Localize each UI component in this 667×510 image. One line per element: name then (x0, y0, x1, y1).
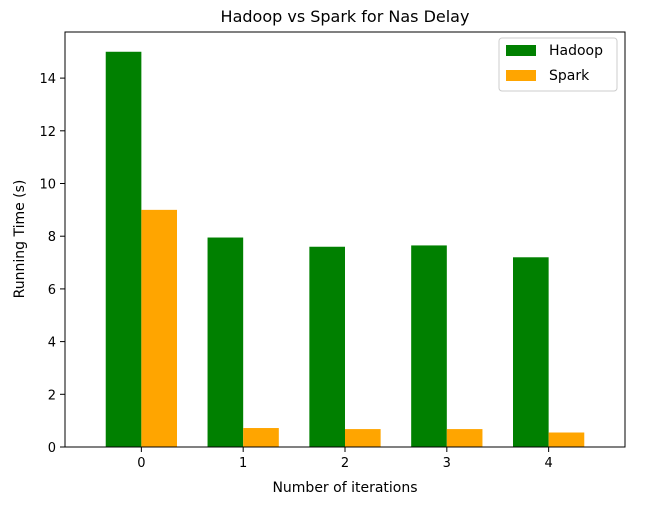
x-tick-label: 0 (137, 456, 145, 471)
y-axis-label: Running Time (s) (12, 180, 28, 299)
y-axis-ticks: 0 2 4 6 8 10 12 14 (39, 72, 65, 456)
bar-spark-2 (345, 429, 381, 447)
x-axis-label: Number of iterations (272, 480, 417, 496)
y-tick-label: 8 (48, 230, 56, 245)
bar-spark-4 (548, 432, 585, 447)
bars-group (105, 51, 585, 448)
bar-spark-1 (243, 428, 279, 447)
x-tick-label: 2 (341, 456, 349, 471)
x-tick-label: 1 (239, 456, 247, 471)
y-tick-label: 12 (39, 125, 56, 140)
plot-area-frame (64, 31, 626, 448)
legend-swatch-spark (506, 70, 536, 81)
legend: Hadoop Spark (498, 37, 618, 92)
y-tick-label: 4 (48, 336, 56, 351)
y-tick-label: 14 (39, 72, 56, 87)
y-tick-label: 6 (48, 283, 56, 298)
bar-spark-3 (446, 429, 483, 447)
chart-title: Hadoop vs Spark for Nas Delay (221, 7, 470, 26)
bar-spark-0 (141, 209, 177, 447)
x-tick-label: 3 (443, 456, 451, 471)
bar-hadoop-1 (207, 237, 244, 447)
bar-hadoop-3 (411, 245, 447, 447)
legend-label-spark: Spark (549, 68, 590, 84)
bar-hadoop-2 (309, 246, 345, 447)
y-tick-label: 10 (39, 178, 56, 193)
x-tick-label: 4 (544, 456, 552, 471)
y-tick-label: 0 (48, 441, 56, 456)
y-tick-label: 2 (48, 388, 56, 403)
bar-hadoop-0 (105, 51, 142, 448)
legend-swatch-hadoop (506, 45, 536, 56)
bar-hadoop-4 (513, 257, 549, 447)
x-axis-ticks: 0 1 2 3 4 (137, 447, 553, 471)
legend-label-hadoop: Hadoop (549, 43, 603, 59)
